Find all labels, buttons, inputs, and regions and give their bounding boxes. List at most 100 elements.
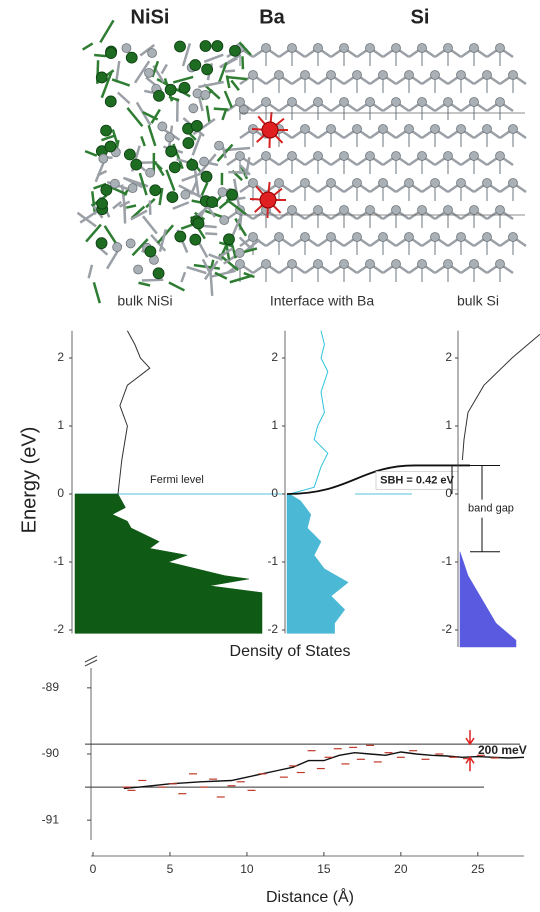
- si-atom: [134, 265, 143, 274]
- y-tick-label: 2: [271, 350, 278, 364]
- ni-atom: [207, 197, 218, 208]
- dos-area: [287, 494, 348, 633]
- ni-atom: [175, 231, 186, 242]
- y-axis-label: Energy (eV): [18, 427, 40, 534]
- si-atom: [327, 233, 336, 242]
- si-atom: [405, 71, 414, 80]
- si-atom: [509, 71, 518, 80]
- si-atom: [470, 206, 479, 215]
- fermi-label: Fermi level: [150, 474, 204, 486]
- si-atom: [340, 98, 349, 107]
- si-atom: [405, 179, 414, 188]
- si-atom: [496, 98, 505, 107]
- si-atom: [444, 44, 453, 53]
- data-line: [124, 752, 524, 788]
- x-tick-label: 20: [394, 862, 408, 876]
- ni-atom: [167, 192, 178, 203]
- region-label: bulk NiSi: [117, 293, 172, 309]
- si-atom: [418, 152, 427, 161]
- si-atom: [181, 190, 190, 199]
- si-atom: [470, 152, 479, 161]
- ba-atom: [262, 122, 278, 138]
- si-atom: [405, 125, 414, 134]
- si-atom: [444, 98, 453, 107]
- si-atom: [509, 179, 518, 188]
- si-atom: [288, 44, 297, 53]
- dos-area: [460, 552, 516, 647]
- si-atom: [275, 233, 284, 242]
- ni-atom: [227, 189, 238, 200]
- si-atom: [340, 260, 349, 269]
- si-atom: [483, 71, 492, 80]
- annotation-arrow: [466, 757, 474, 771]
- si-atom: [340, 152, 349, 161]
- annotation-arrow: [466, 730, 474, 744]
- band-gap-label: band gap: [468, 503, 514, 515]
- bond: [225, 71, 235, 72]
- si-atom: [314, 206, 323, 215]
- y-tick-label: -1: [53, 554, 64, 568]
- si-atom: [379, 179, 388, 188]
- atomistic-structure: [77, 20, 526, 303]
- si-atom: [262, 152, 271, 161]
- dos-line: [118, 331, 150, 494]
- y-tick-label: -1: [267, 554, 278, 568]
- x-tick-label: 15: [317, 862, 331, 876]
- si-atom: [457, 71, 466, 80]
- ba-atom: [260, 192, 276, 208]
- si-atom: [470, 260, 479, 269]
- sbh-label: SBH = 0.42 eV: [380, 474, 454, 486]
- ni-atom: [150, 185, 161, 196]
- si-atom: [405, 233, 414, 242]
- si-atom: [236, 152, 245, 161]
- region-label: bulk Si: [457, 293, 499, 309]
- y-tick-label: 0: [445, 486, 452, 500]
- si-atom: [496, 152, 505, 161]
- si-atom: [110, 179, 119, 188]
- y-tick-label: 0: [271, 486, 278, 500]
- si-atom: [392, 206, 401, 215]
- ni-atom: [202, 64, 213, 75]
- y-tick-label: 2: [57, 350, 64, 364]
- ni-atom: [153, 90, 164, 101]
- x-tick-label: 5: [167, 862, 174, 876]
- dos-line: [462, 334, 540, 460]
- ni-atom: [193, 218, 204, 229]
- si-atom: [470, 98, 479, 107]
- x-axis-label: Distance (Å): [266, 887, 354, 906]
- ni-atom: [97, 198, 108, 209]
- y-tick-label: -91: [42, 812, 60, 826]
- ni-atom: [200, 41, 211, 52]
- region-label: Interface with Ba: [270, 293, 374, 309]
- si-atom: [418, 206, 427, 215]
- si-atom: [392, 152, 401, 161]
- si-atom: [483, 233, 492, 242]
- ni-atom: [179, 82, 190, 93]
- si-atom: [200, 157, 209, 166]
- ni-atom: [165, 84, 176, 95]
- ni-atom: [153, 268, 164, 279]
- si-atom: [236, 260, 245, 269]
- y-tick-label: 2: [445, 350, 452, 364]
- si-atom: [418, 98, 427, 107]
- y-tick-label: -2: [53, 622, 64, 636]
- y-tick-label: -1: [441, 554, 452, 568]
- si-atom: [379, 71, 388, 80]
- ni-atom: [124, 149, 135, 160]
- si-atom: [457, 125, 466, 134]
- si-atom: [145, 68, 154, 77]
- si-atom: [327, 71, 336, 80]
- si-atom: [431, 125, 440, 134]
- si-atom: [146, 168, 155, 177]
- ni-atom: [190, 234, 201, 245]
- si-atom: [496, 44, 505, 53]
- si-atom: [249, 233, 258, 242]
- y-tick-label: -90: [42, 746, 60, 760]
- y-tick-label: -2: [441, 622, 452, 636]
- si-atom: [301, 71, 310, 80]
- material-label: NiSi: [131, 6, 170, 28]
- si-atom: [431, 179, 440, 188]
- si-atom: [496, 206, 505, 215]
- dos-line: [290, 331, 328, 494]
- si-atom: [353, 71, 362, 80]
